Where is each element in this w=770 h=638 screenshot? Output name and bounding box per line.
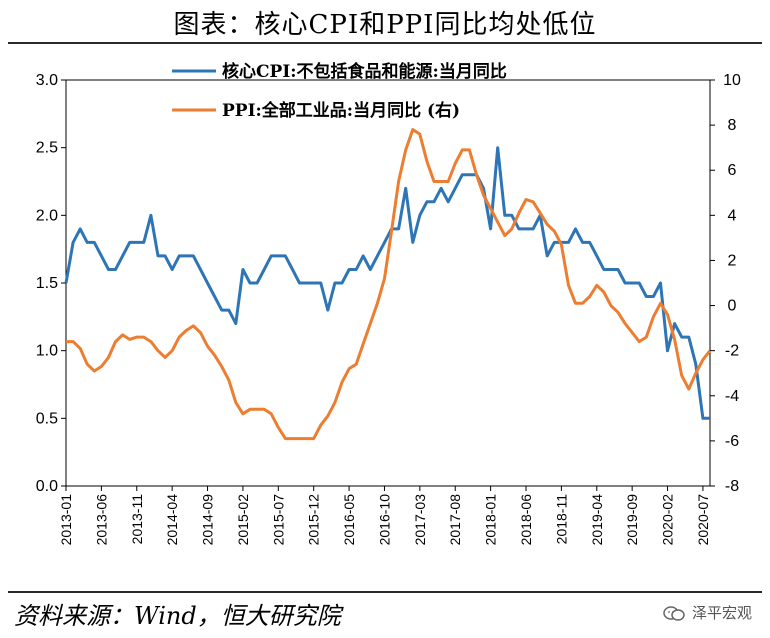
chart-title: 图表：核心CPI和PPI同比均处低位 [173, 10, 597, 40]
x-axis-tick-label: 2020-02 [660, 494, 676, 546]
left-axis-tick-label: 2.0 [36, 207, 58, 224]
right-axis-tick-label: -8 [725, 478, 739, 495]
x-axis-tick-label: 2013-01 [58, 494, 74, 546]
x-axis-tick-label: 2015-02 [235, 494, 251, 546]
right-axis-tick-label: 0 [728, 298, 737, 315]
left-axis-tick-label: 0.5 [36, 410, 58, 427]
right-axis-tick-label: 10 [723, 72, 741, 89]
left-axis-tick-label: 3.0 [36, 72, 58, 89]
x-axis-tick-label: 2019-04 [589, 494, 605, 546]
x-axis-tick-label: 2014-09 [200, 494, 216, 546]
x-axis-tick-label: 2018-01 [483, 494, 499, 546]
series-line-ppi [66, 128, 712, 441]
right-axis-tick-label: -6 [725, 433, 739, 450]
right-axis-tick-label: -2 [725, 343, 739, 360]
x-axis-tick-label: 2018-11 [553, 494, 569, 545]
x-axis-tick-label: 2019-09 [624, 494, 640, 546]
x-axis-tick-label: 2018-06 [518, 494, 534, 546]
x-axis-tick-label: 2017-03 [412, 494, 428, 546]
x-axis-tick-label: 2016-05 [341, 494, 357, 546]
right-axis-tick-label: 2 [728, 252, 737, 269]
x-axis-tick-label: 2016-10 [376, 494, 392, 546]
x-axis-tick-label: 2013-11 [129, 494, 145, 545]
left-axis-tick-label: 1.5 [36, 275, 58, 292]
source-note: 资料来源：Wind，恒大研究院 [14, 602, 341, 630]
legend-label-ppi: PPI:全部工业品:当月同比 (右) [222, 100, 460, 121]
chart-axes: 0.0 0.5 1.0 1.5 2.0 2.5 3.0 -8 -6 -4 -2 0 2 4 6 8 10 2013… [36, 72, 741, 545]
series-line-core-cpi [64, 146, 710, 420]
title-divider [8, 42, 762, 44]
legend-label-core-cpi: 核心CPI:不包括食品和能源:当月同比 [222, 61, 507, 82]
chart-series-lines [64, 128, 712, 441]
chart-legend: 核心CPI:不包括食品和能源:当月同比 PPI:全部工业品:当月同比 (右) [172, 61, 507, 121]
watermark: 泽平宏观 [662, 602, 752, 623]
left-axis-tick-label: 2.5 [36, 140, 58, 157]
right-axis-tick-label: 8 [728, 117, 737, 134]
right-axis-tick-label: -4 [725, 388, 739, 405]
x-axis-tick-label: 2017-08 [447, 494, 463, 546]
x-axis-tick-label: 2014-04 [164, 494, 180, 546]
right-axis-tick-label: 6 [728, 162, 737, 179]
left-axis-tick-label: 1.0 [36, 343, 58, 360]
plot-frame [65, 79, 711, 487]
x-axis-tick-label: 2020-07 [695, 494, 711, 546]
x-axis-tick-label: 2015-07 [270, 494, 286, 546]
footer-divider [8, 591, 762, 593]
wechat-icon [663, 605, 685, 621]
x-axis-tick-label: 2015-12 [306, 494, 322, 546]
watermark-text: 泽平宏观 [691, 604, 752, 622]
left-axis-tick-label: 0.0 [36, 478, 58, 495]
right-axis-tick-label: 4 [728, 207, 737, 224]
x-axis-tick-label: 2013-06 [93, 494, 109, 546]
